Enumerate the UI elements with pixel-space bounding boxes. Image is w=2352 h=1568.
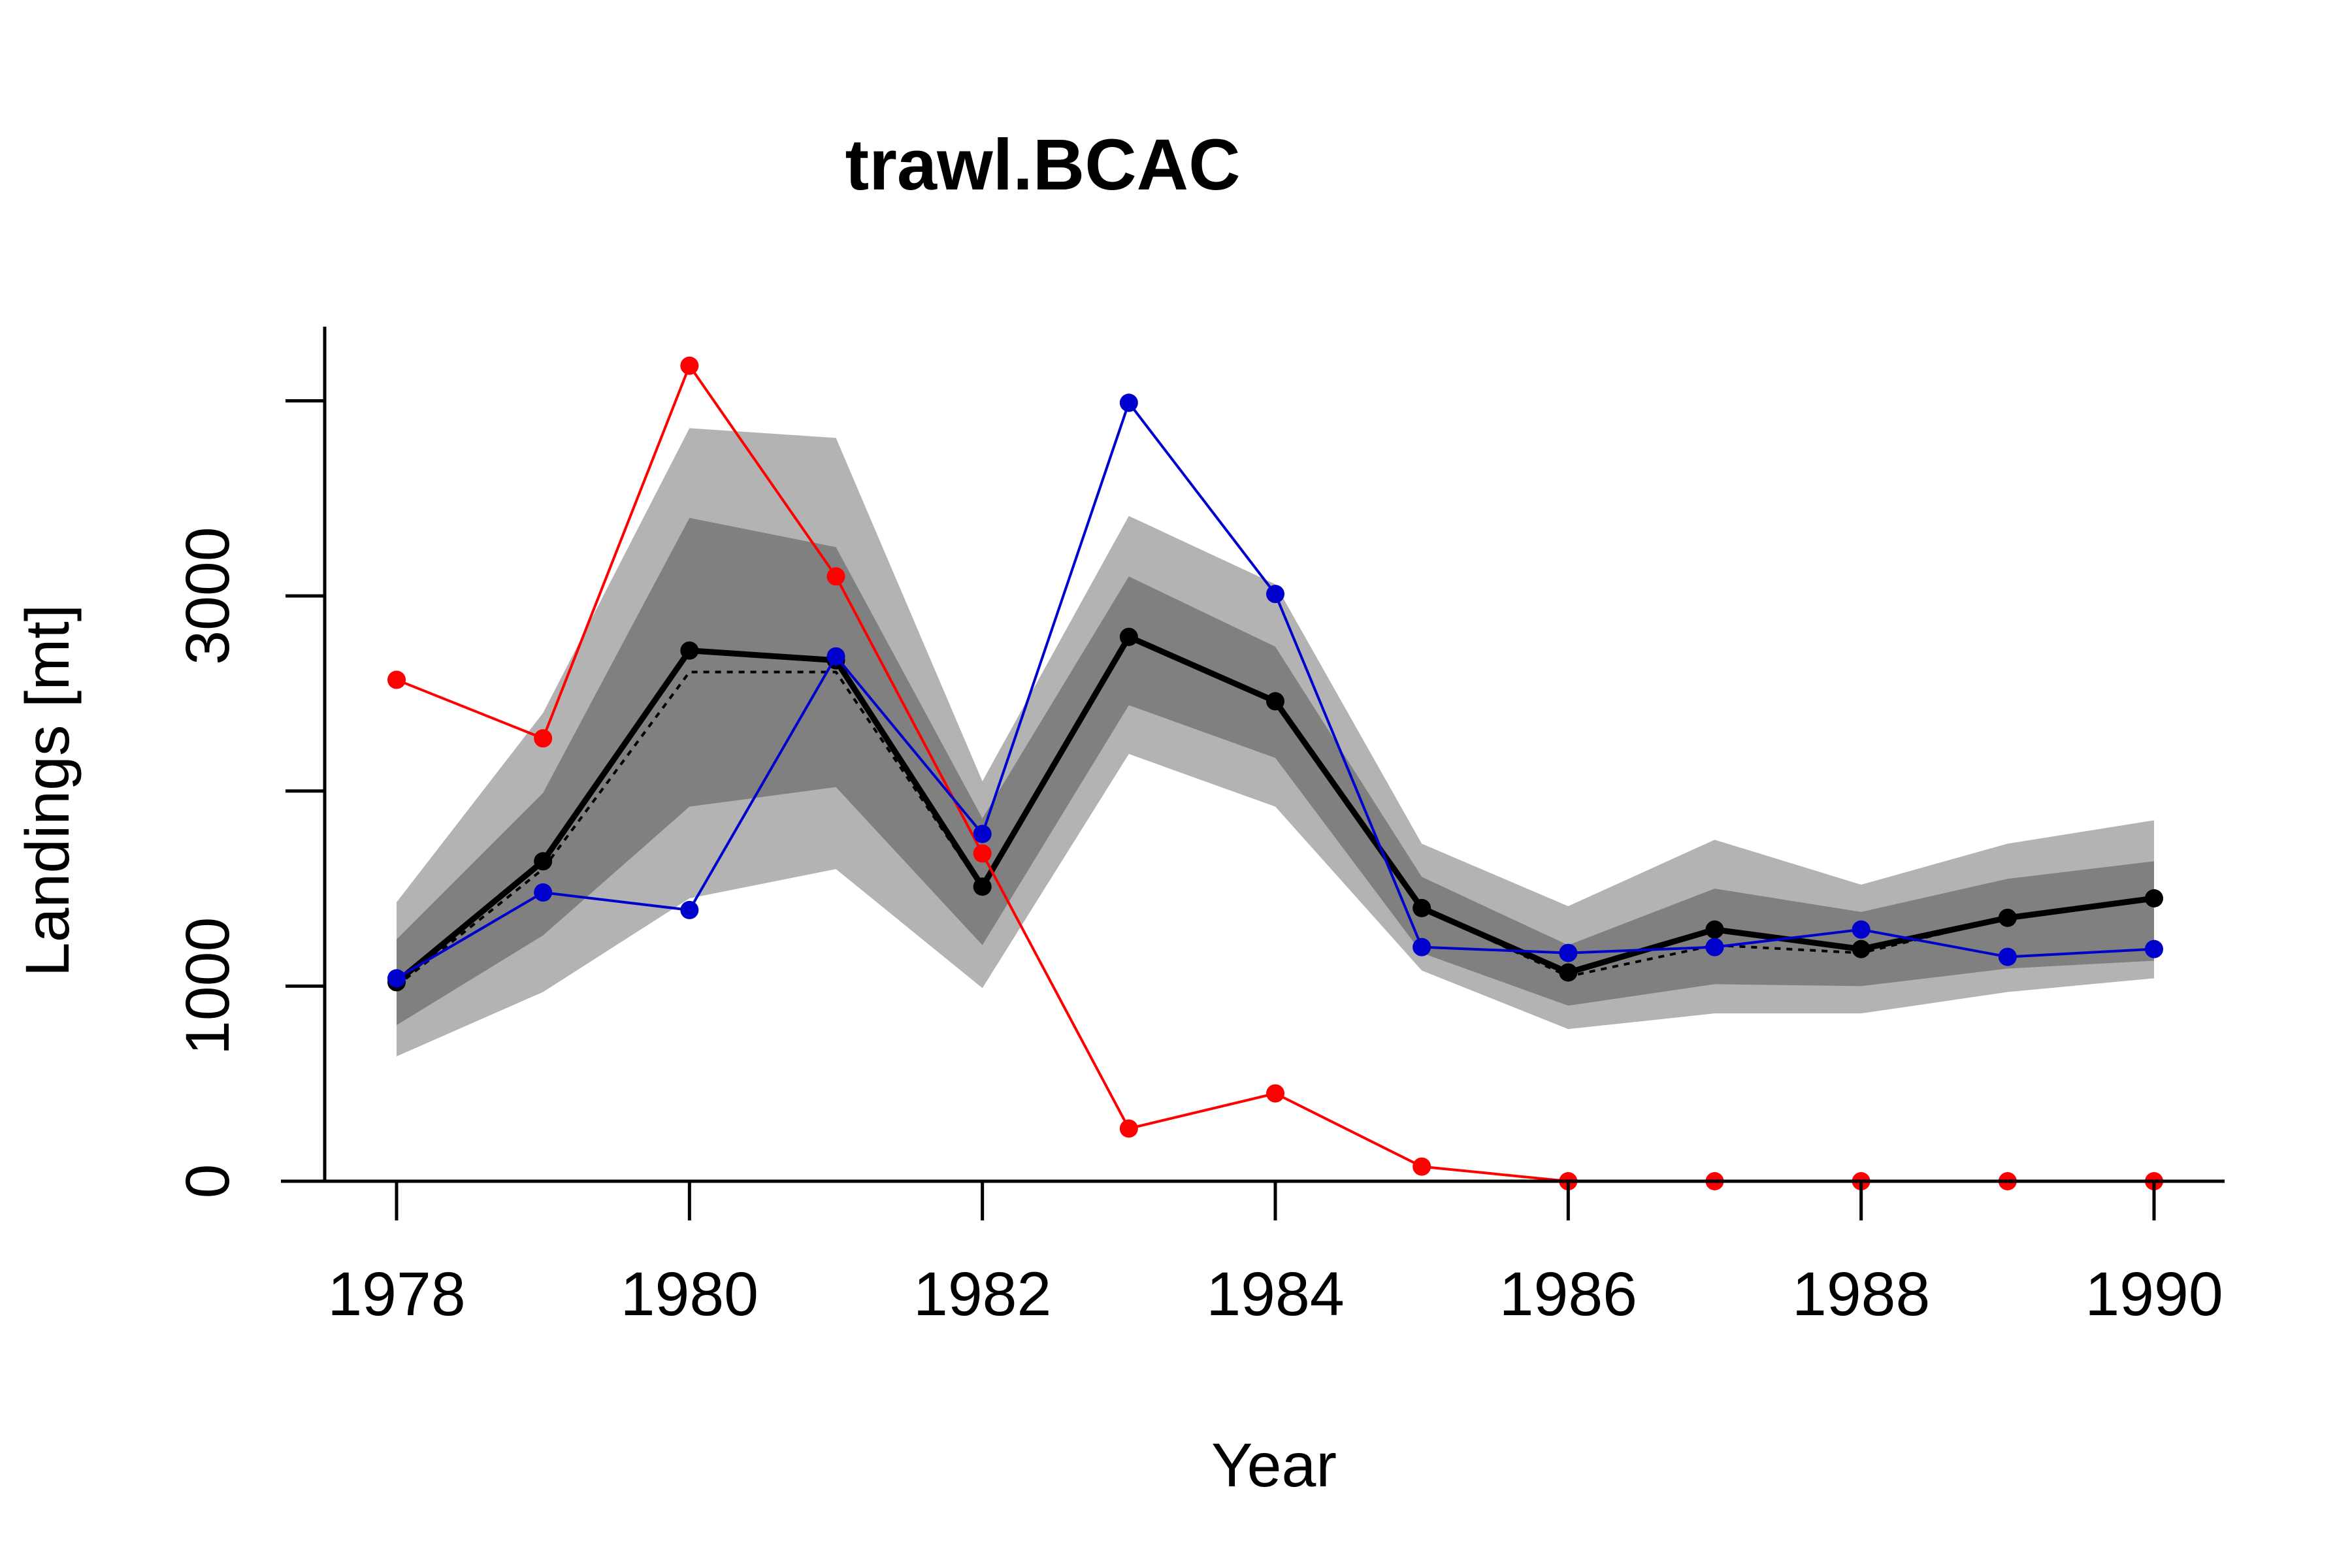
data-point-median-1985 bbox=[1413, 898, 1431, 917]
data-point-median-1982 bbox=[973, 877, 992, 896]
data-point-observed-blue-1983 bbox=[1119, 393, 1138, 412]
data-point-observed-blue-1989 bbox=[1998, 947, 2017, 966]
x-axis-label: Year bbox=[1211, 1431, 1337, 1500]
data-point-observed-blue-1981 bbox=[826, 647, 845, 666]
x-tick-label-1986: 1986 bbox=[1499, 1260, 1637, 1329]
data-point-observed-blue-1980 bbox=[680, 900, 699, 919]
data-point-observed-red-1979 bbox=[534, 729, 553, 748]
data-point-median-1980 bbox=[680, 641, 699, 660]
data-point-observed-blue-1988 bbox=[1852, 920, 1870, 939]
data-point-observed-red-1983 bbox=[1119, 1119, 1138, 1138]
data-point-median-1979 bbox=[534, 852, 553, 871]
data-point-observed-red-1978 bbox=[387, 670, 406, 689]
data-point-median-1983 bbox=[1119, 627, 1138, 646]
data-point-observed-blue-1982 bbox=[973, 825, 992, 843]
x-tick-label-1980: 1980 bbox=[621, 1260, 759, 1329]
ticks: 1978 1980 1982 1984 1986 1988 1990 0 1000 3000 bbox=[173, 399, 2223, 1329]
data-point-observed-red-1982 bbox=[973, 844, 992, 863]
data-point-median-1988 bbox=[1852, 939, 1870, 958]
chart-title: trawl.BCAC bbox=[845, 125, 1240, 205]
data-point-observed-red-1985 bbox=[1413, 1157, 1431, 1176]
data-point-median-1990 bbox=[2145, 889, 2163, 907]
y-tick-label-1000: 1000 bbox=[173, 917, 242, 1055]
data-point-median-1986 bbox=[1559, 963, 1578, 982]
x-tick-label-1982: 1982 bbox=[913, 1260, 1051, 1329]
y-axis-label: Landings [mt] bbox=[13, 604, 82, 977]
data-point-observed-red-1984 bbox=[1266, 1084, 1284, 1103]
data-point-observed-blue-1987 bbox=[1705, 938, 1724, 956]
data-point-observed-blue-1990 bbox=[2145, 939, 2163, 958]
x-tick-label-1978: 1978 bbox=[327, 1260, 465, 1329]
data-point-observed-red-1980 bbox=[680, 356, 699, 375]
plot-area bbox=[387, 356, 2163, 1190]
data-point-median-1987 bbox=[1705, 920, 1724, 939]
y-tick-label-0: 0 bbox=[173, 1164, 242, 1199]
data-point-observed-blue-1979 bbox=[534, 883, 553, 902]
data-point-median-1989 bbox=[1998, 908, 2017, 927]
y-tick-label-3000: 3000 bbox=[173, 527, 242, 664]
interval-band-inner bbox=[397, 517, 2154, 1026]
data-point-observed-blue-1984 bbox=[1266, 585, 1284, 604]
data-point-observed-blue-1986 bbox=[1559, 943, 1578, 962]
x-tick-label-1990: 1990 bbox=[2085, 1260, 2223, 1329]
data-point-observed-red-1981 bbox=[826, 567, 845, 586]
axes bbox=[281, 327, 2225, 1183]
x-tick-label-1984: 1984 bbox=[1206, 1260, 1344, 1329]
data-point-observed-blue-1978 bbox=[387, 969, 406, 988]
data-point-observed-blue-1985 bbox=[1413, 938, 1431, 956]
x-tick-label-1988: 1988 bbox=[1792, 1260, 1930, 1329]
data-point-median-1984 bbox=[1266, 692, 1284, 711]
